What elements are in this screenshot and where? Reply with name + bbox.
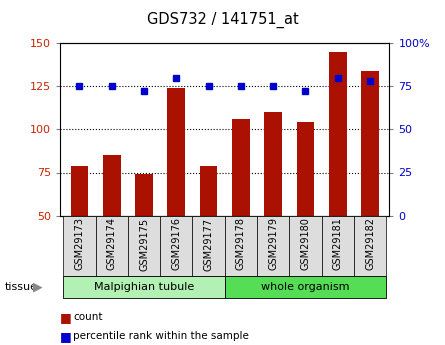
FancyBboxPatch shape [289,216,322,276]
Text: percentile rank within the sample: percentile rank within the sample [73,332,249,341]
Bar [296,122,314,302]
Text: GSM29179: GSM29179 [268,217,278,270]
FancyBboxPatch shape [225,276,386,298]
Bar [167,88,185,302]
Bar [264,112,282,302]
Text: GSM29175: GSM29175 [139,217,149,270]
Text: GSM29177: GSM29177 [203,217,214,270]
Bar [135,174,153,302]
Text: GSM29173: GSM29173 [74,217,85,270]
Text: GSM29182: GSM29182 [365,217,375,270]
Bar [329,52,347,302]
FancyBboxPatch shape [96,216,128,276]
Text: whole organism: whole organism [261,282,350,292]
Bar [71,166,88,302]
Text: GDS732 / 141751_at: GDS732 / 141751_at [146,12,299,28]
Text: tissue: tissue [4,282,37,292]
FancyBboxPatch shape [63,216,96,276]
Text: GSM29180: GSM29180 [300,217,311,270]
FancyBboxPatch shape [128,216,160,276]
Bar [200,166,218,302]
FancyBboxPatch shape [192,216,225,276]
Text: Malpighian tubule: Malpighian tubule [94,282,194,292]
FancyBboxPatch shape [63,276,225,298]
Text: GSM29181: GSM29181 [333,217,343,270]
Text: GSM29176: GSM29176 [171,217,181,270]
Text: GSM29178: GSM29178 [236,217,246,270]
Text: ▶: ▶ [33,281,43,294]
Text: count: count [73,313,103,322]
Text: ■: ■ [60,330,72,343]
Text: ■: ■ [60,311,72,324]
FancyBboxPatch shape [322,216,354,276]
Bar [232,119,250,302]
Bar [361,71,379,302]
Bar [103,155,121,302]
FancyBboxPatch shape [354,216,386,276]
FancyBboxPatch shape [160,216,192,276]
Text: GSM29174: GSM29174 [107,217,117,270]
FancyBboxPatch shape [225,216,257,276]
FancyBboxPatch shape [257,216,289,276]
